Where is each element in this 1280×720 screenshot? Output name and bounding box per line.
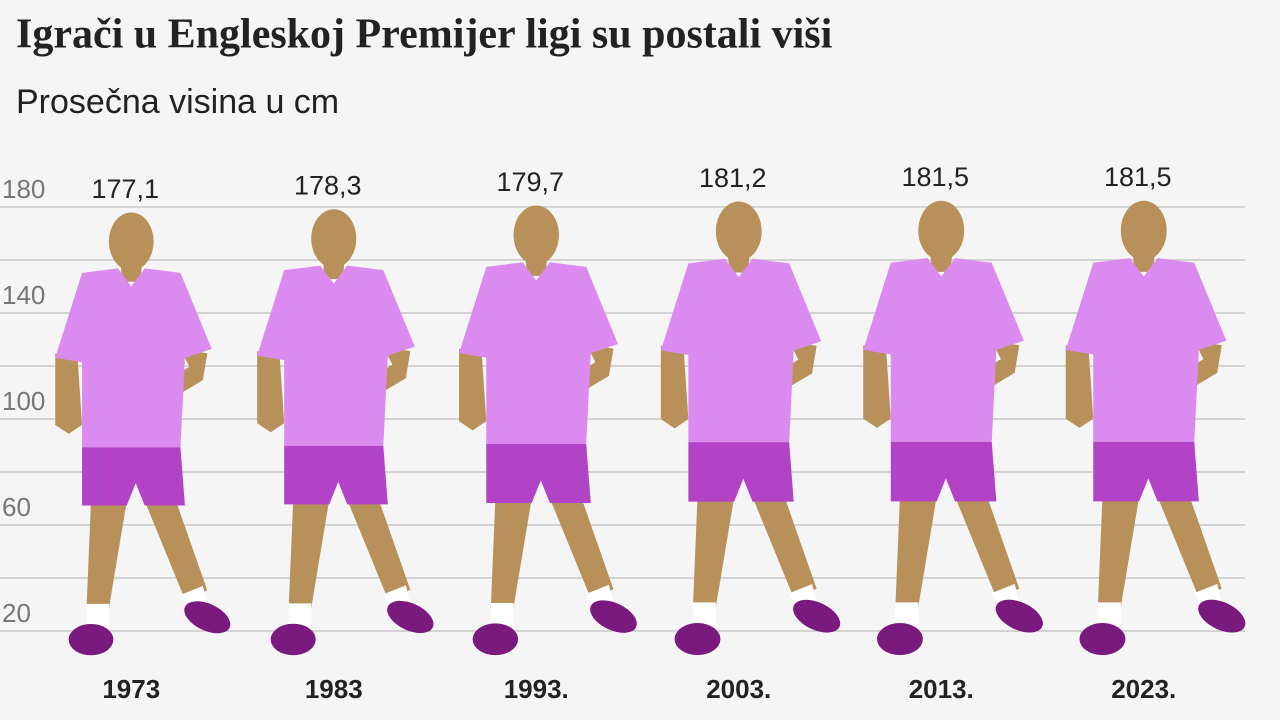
arm bbox=[55, 353, 83, 434]
leg bbox=[895, 496, 937, 607]
y-tick-label: 100 bbox=[2, 386, 45, 416]
arm bbox=[660, 345, 689, 429]
player-figure bbox=[55, 212, 231, 656]
shoe bbox=[184, 601, 231, 634]
head bbox=[918, 200, 965, 261]
leg bbox=[490, 498, 532, 608]
shoe bbox=[1079, 622, 1126, 656]
head bbox=[513, 205, 559, 265]
shoe bbox=[1198, 599, 1246, 633]
grid: 20 60 100 140 180 bbox=[0, 174, 1245, 632]
x-tick-label: 1983 bbox=[305, 674, 363, 704]
shoe bbox=[995, 599, 1043, 633]
leg bbox=[1097, 496, 1140, 607]
x-tick-label: 2003. bbox=[706, 674, 771, 704]
sock bbox=[288, 603, 312, 626]
y-tick-label: 180 bbox=[2, 174, 45, 204]
x-tick-label: 2013. bbox=[909, 674, 974, 704]
head bbox=[715, 201, 762, 262]
player-figure bbox=[863, 200, 1043, 656]
value-label: 178,3 bbox=[294, 171, 362, 201]
shoe bbox=[270, 623, 316, 656]
leg bbox=[1157, 496, 1222, 598]
shirt bbox=[55, 268, 212, 448]
chart-title: Igrači u Engleskoj Premijer ligi su post… bbox=[16, 12, 833, 58]
x-tick-label: 2023. bbox=[1111, 674, 1176, 704]
value-label: 177,1 bbox=[91, 174, 159, 204]
sock bbox=[86, 603, 109, 627]
sock bbox=[692, 602, 716, 626]
leg bbox=[549, 498, 614, 599]
shoe bbox=[674, 623, 721, 656]
sock bbox=[1097, 602, 1121, 626]
player-figure bbox=[257, 209, 434, 656]
player-figure bbox=[660, 201, 841, 656]
leg bbox=[752, 497, 817, 598]
leg bbox=[86, 500, 127, 609]
y-tick-label: 60 bbox=[2, 492, 31, 522]
x-tick-label: 1993. bbox=[504, 674, 569, 704]
player-figure bbox=[459, 205, 637, 656]
player-figure bbox=[1065, 200, 1246, 656]
shorts bbox=[1093, 441, 1199, 502]
sock bbox=[895, 602, 919, 626]
value-label: 179,7 bbox=[496, 167, 564, 197]
leg bbox=[144, 500, 208, 600]
shorts bbox=[82, 447, 185, 506]
head bbox=[311, 209, 357, 268]
arm bbox=[1065, 345, 1094, 428]
shorts bbox=[890, 441, 997, 502]
plot bbox=[55, 200, 1246, 656]
head bbox=[1120, 200, 1167, 261]
shoe bbox=[387, 600, 434, 634]
y-tick-label: 20 bbox=[2, 598, 31, 628]
chart-subtitle: Prosečna visina u cm bbox=[16, 83, 339, 121]
leg bbox=[692, 497, 735, 608]
shirt bbox=[863, 258, 1024, 442]
shorts bbox=[284, 445, 388, 505]
shirt bbox=[1065, 258, 1227, 442]
arm bbox=[257, 351, 285, 433]
value-label: 181,5 bbox=[901, 162, 969, 192]
shirt bbox=[257, 265, 415, 446]
leg bbox=[288, 499, 330, 608]
value-label: 181,5 bbox=[1104, 162, 1172, 192]
shorts bbox=[688, 442, 794, 502]
shorts bbox=[486, 443, 591, 504]
shirt bbox=[660, 258, 822, 443]
head bbox=[108, 212, 154, 271]
shoe bbox=[68, 623, 114, 656]
arm bbox=[459, 348, 487, 431]
leg bbox=[955, 496, 1020, 598]
shoe bbox=[793, 599, 841, 633]
y-tick-label: 140 bbox=[2, 280, 45, 310]
value-label: 181,2 bbox=[699, 163, 767, 193]
leg bbox=[347, 499, 411, 599]
shoe bbox=[472, 623, 519, 656]
shoe bbox=[876, 622, 923, 656]
shoe bbox=[590, 600, 637, 633]
arm bbox=[863, 345, 891, 428]
sock bbox=[490, 602, 514, 626]
shirt bbox=[459, 262, 619, 444]
x-tick-label: 1973 bbox=[102, 674, 160, 704]
